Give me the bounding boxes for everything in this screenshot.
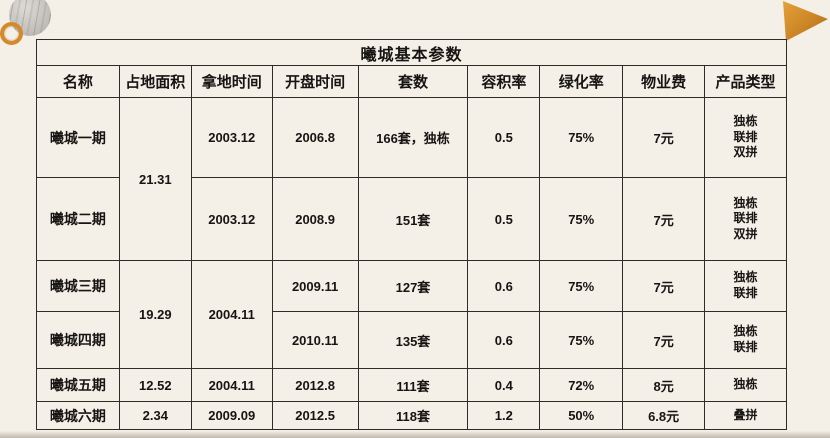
cell-name: 曦城四期 [36,311,120,369]
cell-plot-ratio: 0.5 [467,97,541,178]
cell-land-date: 2004.11 [190,260,273,369]
cell-land-area: 12.52 [118,368,192,402]
cell-plot-ratio: 0.5 [467,177,541,261]
gold-right-arrow-icon [783,1,828,41]
table-row: 曦城一期 21.31 2003.12 2006.8 166套，独栋 0.5 75… [36,97,787,261]
table-title: 曦城基本参数 [36,39,787,66]
cell-units: 151套 [357,177,469,261]
cell-land-date: 2009.09 [190,401,273,430]
cell-green-rate: 75% [539,260,624,312]
cell-green-rate: 72% [539,368,624,402]
table-row: 曦城五期 12.52 2004.11 2012.8 111套 0.4 72% 8… [36,368,787,402]
table-row: 曦城二期 2003.12 2008.9 151套 0.5 75% 7元 独栋 联… [36,177,787,261]
cell-name: 曦城六期 [36,401,120,430]
cell-property-fee: 7元 [622,311,706,369]
parameters-table: 曦城基本参数 名称 占地面积 拿地时间 开盘时间 套数 容积率 绿化率 物业费 … [36,39,787,430]
header-land-area: 占地面积 [118,65,192,98]
cell-land-date: 2003.12 [190,97,273,178]
header-row: 名称 占地面积 拿地时间 开盘时间 套数 容积率 绿化率 物业费 产品类型 [36,65,787,98]
header-property-fee: 物业费 [622,65,706,98]
cell-plot-ratio: 0.6 [467,260,541,312]
cell-name: 曦城二期 [36,177,120,261]
cell-name: 曦城五期 [36,368,120,402]
cell-green-rate: 75% [539,177,624,261]
cell-green-rate: 50% [539,401,624,430]
cell-open-date: 2008.9 [271,177,359,261]
cell-units: 111套 [357,368,469,402]
cell-name: 曦城一期 [36,97,120,178]
cell-property-fee: 8元 [622,368,706,402]
header-units: 套数 [357,65,469,98]
cell-land-area: 19.29 [118,260,192,369]
header-green-rate: 绿化率 [539,65,624,98]
cell-green-rate: 75% [539,311,624,369]
header-land-date: 拿地时间 [190,65,273,98]
cell-product-type: 独栋 联排 双拼 [704,177,787,261]
cell-land-area: 21.31 [118,97,192,261]
cell-land-area: 2.34 [118,401,192,430]
cell-land-date: 2004.11 [190,368,273,402]
header-open-date: 开盘时间 [271,65,359,98]
cell-open-date: 2009.11 [271,260,359,312]
cell-property-fee: 7元 [622,97,706,178]
cell-units: 127套 [357,260,469,312]
cell-green-rate: 75% [539,97,624,178]
cell-plot-ratio: 1.2 [467,401,541,430]
cell-units: 166套，独栋 [357,97,469,178]
cell-product-type: 独栋 [704,368,787,402]
cell-plot-ratio: 0.4 [467,368,541,402]
table-row: 曦城三期 19.29 2004.11 2009.11 127套 0.6 75% … [36,260,787,369]
cell-open-date: 2012.5 [271,401,359,430]
header-name: 名称 [36,65,120,98]
cell-property-fee: 7元 [622,177,706,261]
cell-product-type: 独栋 联排 [704,311,787,369]
cell-property-fee: 6.8元 [622,401,706,430]
cell-product-type: 叠拼 [704,401,787,430]
cell-product-type: 独栋 联排 双拼 [704,97,787,178]
cell-name: 曦城三期 [36,260,120,312]
cell-plot-ratio: 0.6 [467,311,541,369]
header-plot-ratio: 容积率 [467,65,541,98]
table-row: 曦城四期 2010.11 135套 0.6 75% 7元 独栋 联排 [36,311,787,369]
cell-open-date: 2012.8 [271,368,359,402]
cell-product-type: 独栋 联排 [704,260,787,312]
gold-ring-icon [0,22,23,45]
table-row: 曦城六期 2.34 2009.09 2012.5 118套 1.2 50% 6.… [36,401,787,430]
cell-units: 118套 [357,401,469,430]
cell-open-date: 2006.8 [271,97,359,178]
slide-bottom-shadow [0,431,830,438]
cell-land-date: 2003.12 [190,177,273,261]
cell-open-date: 2010.11 [271,311,359,369]
header-product-type: 产品类型 [704,65,787,98]
cell-property-fee: 7元 [622,260,706,312]
cell-units: 135套 [357,311,469,369]
